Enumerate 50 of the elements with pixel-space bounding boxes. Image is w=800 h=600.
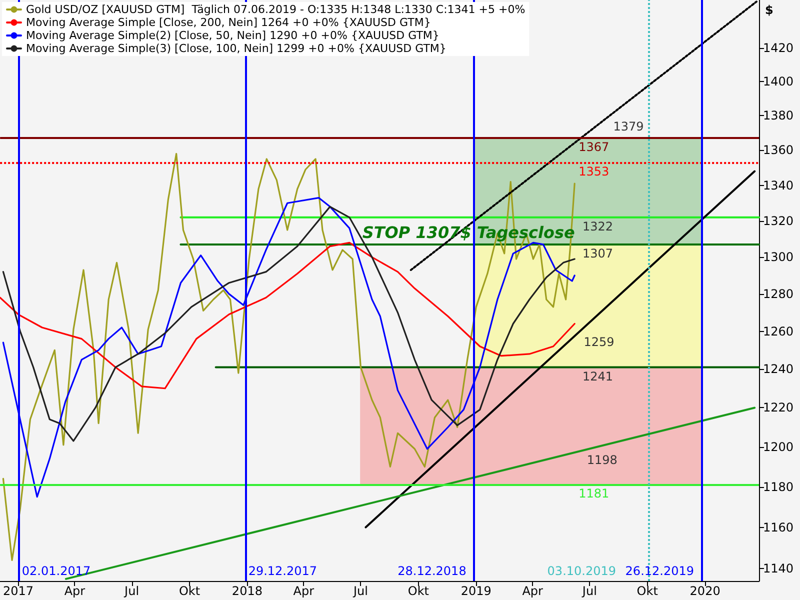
ref-line-label: 1181 [578, 486, 610, 501]
legend-label: Moving Average Simple(3) [Close, 100, Nein] 1299 +0 +0% {XAUUSD GTM} [26, 42, 446, 55]
x-tick-label: 2020 [690, 584, 720, 598]
x-tick-label: 2019 [460, 584, 492, 598]
y-tick-label: 1300 [763, 250, 794, 264]
x-tick-label: Jul [352, 584, 368, 598]
x-tick-label: 2017 [2, 584, 34, 598]
line-series [0, 242, 576, 390]
ref-line-label: 03.10.2019 [547, 564, 616, 578]
x-tick-label: Jul [124, 584, 140, 598]
y-axis-title: $ [765, 3, 774, 17]
x-tick-label: Okt [178, 584, 200, 598]
ref-line-label: 02.01.2017 [22, 564, 91, 578]
annotation: 1259 [584, 335, 614, 350]
y-tick-label: 1400 [763, 74, 794, 89]
y-tick-label: 1180 [763, 480, 794, 494]
x-tick-label: Apr [64, 584, 86, 598]
y-tick-label: 1160 [763, 520, 794, 534]
legend-label: Gold USD/OZ [XAUUSD GTM] Täglich 07.06.2019 - O:1335 H:1348 L:1330 C:1341 +5 +0% [26, 3, 526, 16]
ref-line-label: 29.12.2017 [248, 564, 318, 578]
y-tick-label: 1200 [763, 440, 794, 454]
y-tick-label: 1280 [763, 286, 794, 301]
x-tick-label: Okt [636, 584, 658, 598]
y-tick-label: 1240 [763, 362, 794, 376]
ref-line-label: 1353 [578, 164, 610, 178]
y-tick-label: 1220 [763, 400, 794, 415]
x-tick-label: Okt [408, 584, 430, 598]
y-tick-label: 1420 [763, 40, 794, 55]
y-tick-label: 1260 [763, 324, 794, 338]
ref-line-label: 28.12.2018 [398, 564, 466, 578]
x-tick-label: 2018 [232, 584, 262, 598]
legend-label: Moving Average Simple(2) [Close, 50, Nein] 1290 +0 +0% {XAUUSD GTM} [26, 29, 440, 42]
ref-line-label: 1367 [578, 140, 610, 154]
annotation: 1307 [582, 246, 614, 260]
y-tick-label: 1380 [763, 108, 794, 123]
annotation: 1241 [582, 369, 614, 384]
legend-label: Moving Average Simple [Close, 200, Nein] 1264 +0 +0% {XAUUSD GTM} [26, 16, 431, 29]
x-tick-label: Apr [293, 584, 314, 598]
x-tick-label: Jul [581, 584, 597, 598]
x-tick-label: Apr [522, 584, 544, 598]
y-tick-label: 1140 [763, 561, 794, 576]
y-tick-label: 1320 [763, 214, 794, 228]
annotation: 1379 [613, 119, 644, 134]
y-tick-label: 1360 [763, 143, 794, 158]
ref-line-label: 26.12.2019 [625, 564, 694, 578]
annotation: 1198 [586, 452, 618, 467]
line-series [2, 206, 576, 442]
annotation: 1322 [582, 219, 614, 234]
line-series [2, 152, 576, 561]
y-tick-label: 1340 [763, 178, 794, 192]
